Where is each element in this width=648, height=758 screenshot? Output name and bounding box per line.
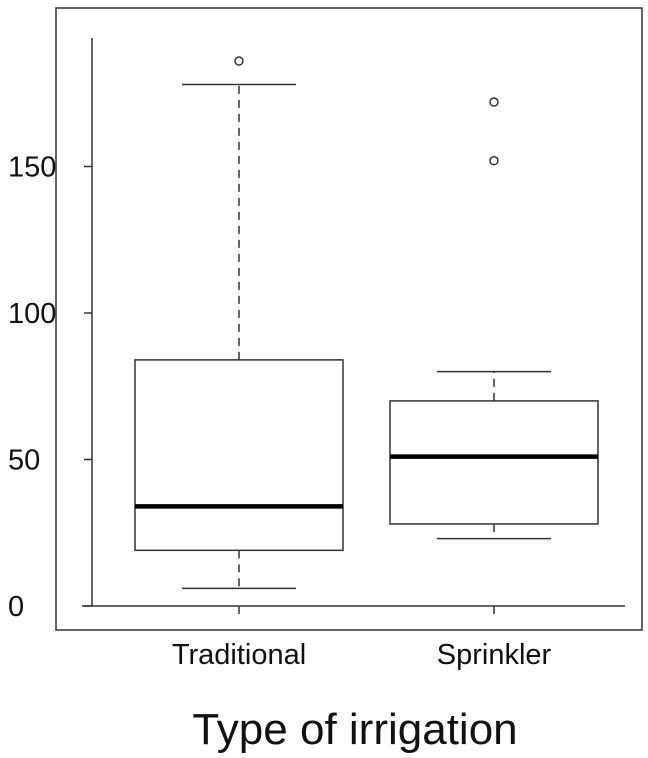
iqr-box [390,401,598,524]
y-tick-label: 50 [8,445,40,477]
box-traditional [135,57,343,588]
y-tick-label: 0 [8,591,24,623]
axes: 0 50 100 150 Traditional Sprinkler [8,38,625,671]
box-sprinkler [390,98,598,539]
x-tick-label: Sprinkler [437,639,552,671]
y-tick-label: 100 [8,298,56,330]
outlier-point [490,98,498,106]
outlier-point [490,157,498,165]
iqr-box [135,360,343,550]
x-tick-label: Traditional [172,639,306,671]
y-tick-label: 150 [8,152,56,184]
outlier-point [235,57,243,65]
x-axis-title: Type of irrigation [192,705,517,754]
boxes [135,57,598,588]
